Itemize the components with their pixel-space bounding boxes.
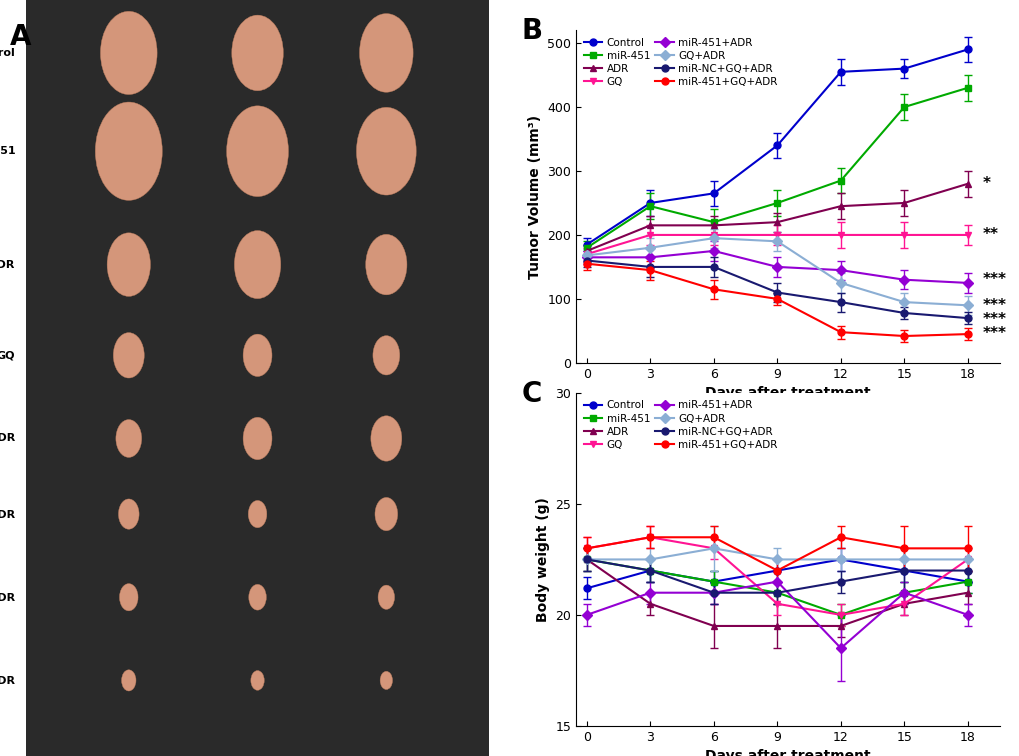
Text: miR-451: miR-451: [0, 146, 15, 156]
Text: miR-NC+GQ+ADR: miR-NC+GQ+ADR: [0, 592, 15, 603]
Circle shape: [234, 231, 280, 299]
Text: ***: ***: [981, 272, 1006, 287]
Circle shape: [359, 14, 413, 92]
X-axis label: Days after treatment: Days after treatment: [704, 749, 870, 756]
Y-axis label: Body weight (g): Body weight (g): [535, 497, 549, 622]
Text: GQ+ADR: GQ+ADR: [0, 509, 15, 519]
Circle shape: [121, 670, 136, 691]
Text: ***: ***: [981, 298, 1006, 313]
Circle shape: [118, 499, 139, 529]
X-axis label: Days after treatment: Days after treatment: [704, 386, 870, 400]
Circle shape: [356, 107, 416, 195]
Circle shape: [366, 234, 407, 295]
Circle shape: [378, 585, 394, 609]
Circle shape: [251, 671, 264, 690]
Text: ***: ***: [981, 326, 1006, 341]
Circle shape: [95, 102, 162, 200]
Circle shape: [373, 336, 399, 375]
Circle shape: [249, 584, 266, 610]
Text: **: **: [981, 228, 998, 243]
Text: C: C: [521, 380, 541, 407]
Text: miR-451+ADR: miR-451+ADR: [0, 433, 15, 444]
FancyBboxPatch shape: [25, 0, 489, 756]
Circle shape: [371, 416, 401, 461]
Text: Control: Control: [0, 48, 15, 58]
Circle shape: [107, 233, 150, 296]
Circle shape: [119, 584, 138, 611]
Circle shape: [248, 500, 267, 528]
Text: GQ: GQ: [0, 350, 15, 361]
Circle shape: [243, 334, 272, 376]
Circle shape: [113, 333, 144, 378]
Text: A: A: [10, 23, 32, 51]
Circle shape: [226, 106, 288, 197]
Text: *: *: [981, 176, 989, 191]
Text: ADR: ADR: [0, 259, 15, 270]
Text: B: B: [521, 17, 542, 45]
Circle shape: [380, 671, 392, 689]
Legend: Control, miR-451, ADR, GQ, miR-451+ADR, GQ+ADR, miR-NC+GQ+ADR, miR-451+GQ+ADR: Control, miR-451, ADR, GQ, miR-451+ADR, …: [581, 36, 779, 89]
Text: ***: ***: [981, 312, 1006, 327]
Circle shape: [100, 11, 157, 94]
Circle shape: [116, 420, 142, 457]
Circle shape: [375, 497, 397, 531]
Circle shape: [231, 15, 283, 91]
Circle shape: [243, 417, 272, 460]
Y-axis label: Tumor Volume (mm³): Tumor Volume (mm³): [528, 114, 541, 279]
Text: miR-451+GQ+ADR: miR-451+GQ+ADR: [0, 675, 15, 686]
Legend: Control, miR-451, ADR, GQ, miR-451+ADR, GQ+ADR, miR-NC+GQ+ADR, miR-451+GQ+ADR: Control, miR-451, ADR, GQ, miR-451+ADR, …: [581, 398, 779, 452]
